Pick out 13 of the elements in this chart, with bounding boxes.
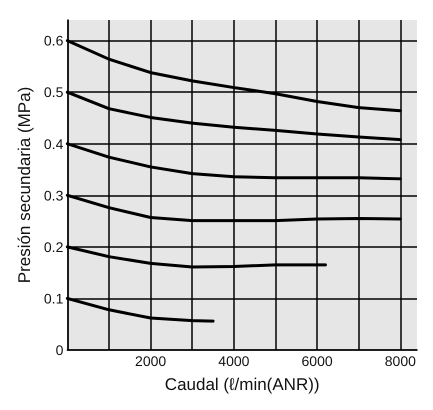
y-tick-label: 0 xyxy=(56,342,64,358)
x-tick-label: 4000 xyxy=(218,353,250,369)
y-axis-title: Presión secundaria (MPa) xyxy=(15,86,34,284)
y-tick-label: 0.3 xyxy=(44,187,64,204)
x-axis-title: Caudal (ℓ/min(ANR)) xyxy=(164,375,320,394)
x-tick-label: 8000 xyxy=(384,353,416,369)
y-tick-label: 0.4 xyxy=(44,136,64,152)
x-tick-label: 6000 xyxy=(302,353,333,369)
y-tick-label: 0.2 xyxy=(44,238,64,255)
y-tick-label: 0.5 xyxy=(44,84,64,100)
y-tick-label: 0.1 xyxy=(44,290,64,306)
y-tick-label: 0.6 xyxy=(44,32,64,49)
x-tick-label: 2000 xyxy=(135,353,166,369)
